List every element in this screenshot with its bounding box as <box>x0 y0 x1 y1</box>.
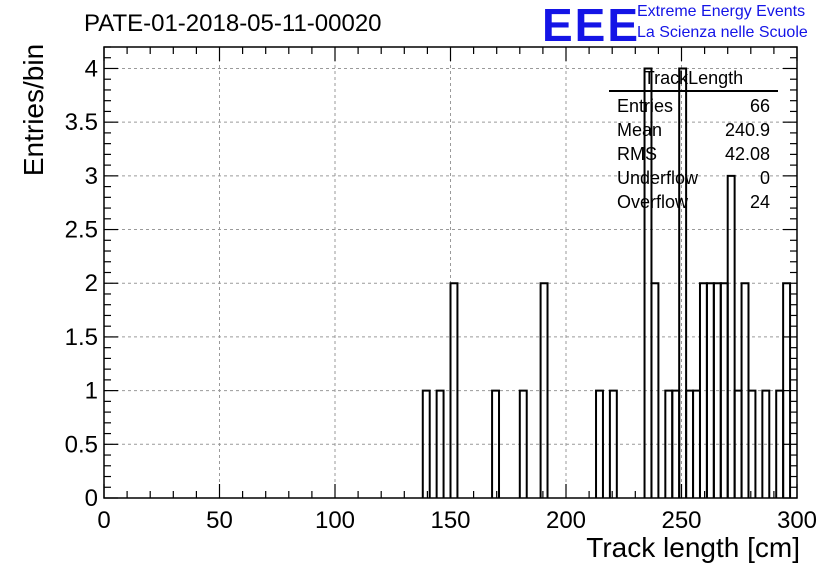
stats-label: Underflow <box>617 168 699 188</box>
plot-title: PATE-01-2018-05-11-00020 <box>84 10 382 37</box>
logo-line-1: Extreme Energy Events <box>637 3 806 20</box>
y-tick-label: 1.5 <box>65 324 98 351</box>
x-tick-label: 50 <box>206 507 233 534</box>
y-tick-label: 3.5 <box>65 109 98 136</box>
y-tick-label: 2 <box>85 270 98 297</box>
stats-row-underflow: Underflow 0 <box>609 166 778 190</box>
logo-line-2: La Scienza nelle Scuole <box>637 24 808 41</box>
y-tick-label: 1 <box>85 378 98 405</box>
stats-row-entries: Entries 66 <box>609 94 778 118</box>
y-tick-label: 0 <box>85 485 98 512</box>
tick-labels: 0 50 100 150 200 250 300 0 0.5 1 1.5 2 2.5 3 3.5 4 <box>65 55 817 534</box>
eee-logo: EEE <box>542 0 641 51</box>
stats-value: 42.08 <box>724 144 770 164</box>
x-tick-label: 250 <box>661 507 701 534</box>
x-tick-label: 150 <box>430 507 470 534</box>
x-tick-label: 0 <box>97 507 110 534</box>
histogram-bar <box>449 282 459 498</box>
histogram-bar <box>678 67 688 498</box>
stats-value: 24 <box>749 192 770 212</box>
histogram-bar <box>726 174 736 498</box>
histogram-bar <box>539 282 549 498</box>
stats-row-rms: RMS 42.08 <box>609 142 778 166</box>
histogram-bar <box>518 389 528 498</box>
ticks <box>103 46 798 499</box>
histogram-bar <box>435 389 445 498</box>
y-tick-label: 3 <box>85 163 98 190</box>
histogram-bar <box>595 389 604 498</box>
histogram-bar <box>491 389 501 498</box>
histogram-bar <box>608 389 618 498</box>
stats-box: TrackLength Entries 66 Mean 240.9 RMS 42… <box>609 68 778 214</box>
stats-value: 0 <box>759 168 770 188</box>
histogram-bar <box>761 389 771 498</box>
histogram-bar <box>747 389 757 498</box>
histogram-bar <box>421 389 431 498</box>
stats-label: Overflow <box>617 192 689 212</box>
x-tick-label: 300 <box>777 507 817 534</box>
x-tick-label: 200 <box>546 507 586 534</box>
y-axis-title: Entries/bin <box>18 43 50 177</box>
x-tick-label: 100 <box>315 507 355 534</box>
y-tick-label: 4 <box>85 55 98 82</box>
stats-value: 240.9 <box>724 120 770 140</box>
stats-label: Entries <box>617 96 674 116</box>
stats-box-title: TrackLength <box>609 68 778 92</box>
y-tick-label: 2.5 <box>65 217 98 244</box>
stats-row-overflow: Overflow 24 <box>609 190 778 214</box>
histogram-bar <box>650 282 660 498</box>
stats-row-mean: Mean 240.9 <box>609 118 778 142</box>
stats-label: Mean <box>617 120 663 140</box>
y-tick-label: 0.5 <box>65 431 98 458</box>
stats-value: 66 <box>749 96 770 116</box>
stats-label: RMS <box>617 144 657 164</box>
x-axis-title: Track length [cm] <box>586 532 800 563</box>
